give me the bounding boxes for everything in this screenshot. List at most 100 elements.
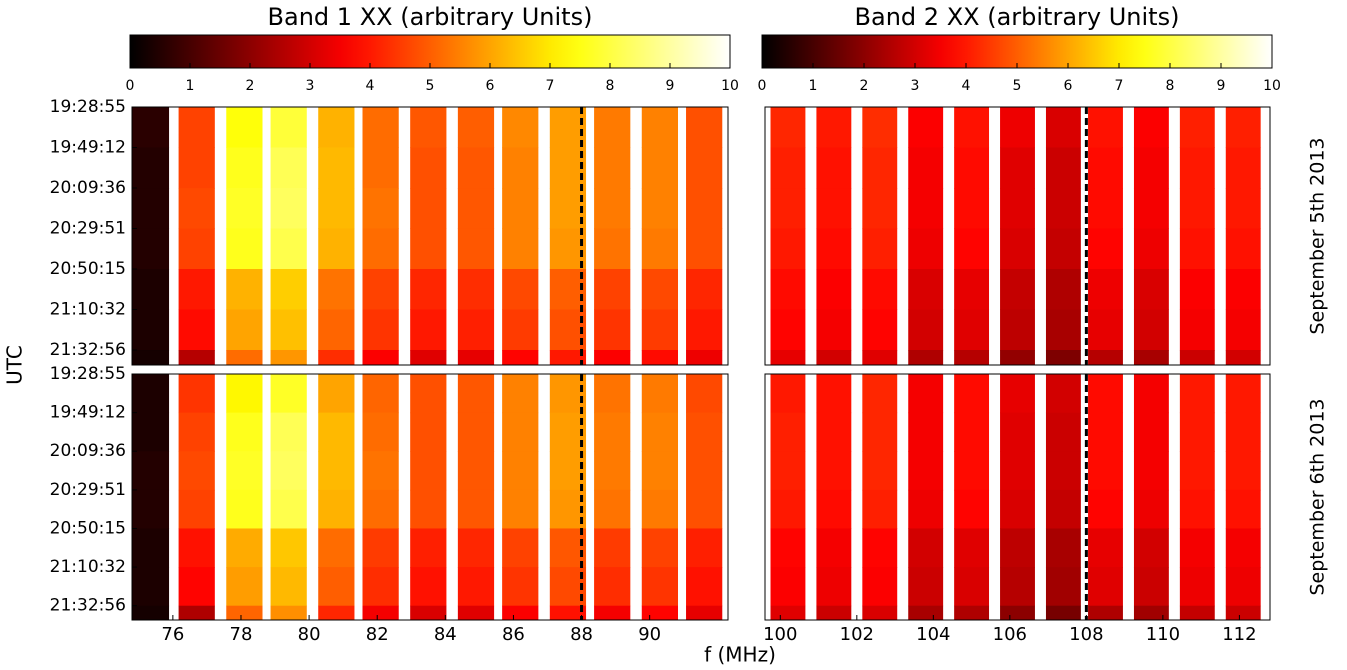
heatmap-cell bbox=[502, 107, 539, 149]
heatmap-cell bbox=[594, 350, 631, 365]
heatmap-cell bbox=[1000, 350, 1035, 365]
heatmap-cell bbox=[502, 489, 539, 529]
heatmap-cell bbox=[410, 451, 447, 491]
heatmap-cell bbox=[954, 489, 990, 529]
heatmap-cell bbox=[816, 605, 852, 620]
heatmap-cell bbox=[362, 451, 399, 491]
heatmap-cell bbox=[770, 269, 806, 311]
heatmap-cell bbox=[178, 374, 215, 414]
y-tick-label: 19:49:12 bbox=[50, 138, 126, 158]
heatmap-cell bbox=[362, 528, 399, 568]
heatmap-cell bbox=[549, 309, 587, 351]
heatmap-cell bbox=[686, 188, 723, 230]
heatmap-cell bbox=[641, 350, 679, 365]
heatmap-cell bbox=[318, 605, 355, 620]
heatmap-cell bbox=[816, 107, 852, 149]
x-tick-label: 100 bbox=[763, 624, 797, 645]
heatmap-cell bbox=[1179, 605, 1215, 620]
heatmap-cell bbox=[362, 188, 399, 230]
heatmap-cell bbox=[908, 412, 944, 452]
heatmap-cell bbox=[410, 605, 447, 620]
heatmap-cell bbox=[908, 567, 944, 607]
x-tick-label: 84 bbox=[434, 624, 457, 645]
heatmap-cell bbox=[641, 188, 679, 230]
heatmap-cell bbox=[1000, 228, 1035, 270]
heatmap-cell bbox=[318, 374, 355, 414]
heatmap-cell bbox=[318, 107, 355, 149]
heatmap-cell bbox=[362, 228, 399, 270]
colorbar-tick-label: 1 bbox=[186, 78, 195, 94]
heatmap-cell bbox=[410, 107, 447, 149]
heatmap-cell bbox=[862, 451, 898, 491]
heatmap-cell bbox=[641, 269, 679, 311]
heatmap-cell bbox=[594, 228, 631, 270]
heatmap-cell bbox=[270, 107, 307, 149]
heatmap-cell bbox=[862, 309, 898, 351]
heatmap-cell bbox=[641, 412, 679, 452]
heatmap-cell bbox=[132, 489, 170, 529]
heatmap-cell bbox=[1225, 147, 1261, 189]
heatmap-cell bbox=[1000, 374, 1035, 414]
heatmap-cell bbox=[549, 228, 587, 270]
heatmap-cell bbox=[954, 228, 990, 270]
heatmap-cell bbox=[908, 489, 944, 529]
heatmap-cell bbox=[132, 188, 170, 230]
heatmap-cell bbox=[1088, 188, 1123, 230]
heatmap-cell bbox=[954, 107, 990, 149]
colorbar-tick-label: 10 bbox=[721, 78, 739, 94]
heatmap-cell bbox=[457, 350, 495, 365]
heatmap-cell bbox=[178, 528, 215, 568]
heatmap-cell bbox=[686, 107, 723, 149]
heatmap-cell bbox=[270, 412, 307, 452]
heatmap-cell bbox=[641, 374, 679, 414]
heatmap-cell bbox=[226, 374, 263, 414]
heatmap-cell bbox=[410, 147, 447, 189]
heatmap-cell bbox=[816, 374, 852, 414]
heatmap-cell bbox=[226, 228, 263, 270]
heatmap-cell bbox=[594, 188, 631, 230]
heatmap-cell bbox=[954, 451, 990, 491]
heatmap-cell bbox=[641, 451, 679, 491]
x-tick-label: 112 bbox=[1222, 624, 1256, 645]
heatmap-cell bbox=[457, 228, 495, 270]
heatmap-cell bbox=[410, 228, 447, 270]
heatmap-cell bbox=[178, 451, 215, 491]
heatmap-cell bbox=[1000, 107, 1035, 149]
heatmap-cell bbox=[1088, 528, 1123, 568]
heatmap-cell bbox=[1045, 567, 1081, 607]
heatmap-cell bbox=[1000, 451, 1035, 491]
colorbar-tick-label: 7 bbox=[1115, 78, 1124, 94]
heatmap-cell bbox=[1000, 309, 1035, 351]
y-tick-label: 20:09:36 bbox=[50, 178, 126, 198]
heatmap-cell bbox=[816, 489, 852, 529]
heatmap-cell bbox=[1045, 374, 1081, 414]
heatmap-cell bbox=[549, 147, 587, 189]
heatmap-cell bbox=[862, 147, 898, 189]
heatmap-cell bbox=[908, 451, 944, 491]
heatmap-cell bbox=[594, 269, 631, 311]
colorbar-tick-label: 6 bbox=[1064, 78, 1073, 94]
heatmap-cell bbox=[816, 228, 852, 270]
colorbar-tick-label: 10 bbox=[1263, 78, 1281, 94]
heatmap-cell bbox=[318, 228, 355, 270]
colorbar-tick-label: 1 bbox=[809, 78, 818, 94]
heatmap-cell bbox=[270, 188, 307, 230]
heatmap-cell bbox=[178, 147, 215, 189]
heatmap-cell bbox=[1225, 489, 1261, 529]
heatmap-cell bbox=[457, 489, 495, 529]
heatmap-cell bbox=[594, 489, 631, 529]
y-tick-label: 21:10:32 bbox=[50, 300, 126, 320]
heatmap-cell bbox=[362, 567, 399, 607]
heatmap bbox=[132, 107, 723, 365]
heatmap-cell bbox=[1045, 107, 1081, 149]
heatmap-cell bbox=[816, 528, 852, 568]
heatmap-cell bbox=[132, 605, 170, 620]
heatmap-cell bbox=[318, 412, 355, 452]
heatmap-cell bbox=[549, 567, 587, 607]
heatmap-cell bbox=[270, 147, 307, 189]
heatmap-cell bbox=[641, 605, 679, 620]
heatmap-cell bbox=[318, 147, 355, 189]
heatmap-cell bbox=[641, 107, 679, 149]
heatmap-cell bbox=[862, 489, 898, 529]
heatmap-cell bbox=[132, 451, 170, 491]
